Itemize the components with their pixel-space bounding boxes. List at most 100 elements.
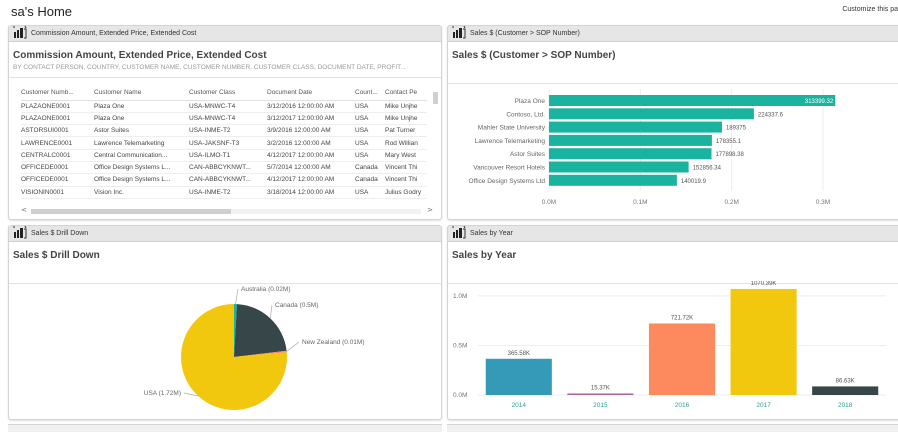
- vertical-scrollbar[interactable]: [433, 92, 438, 104]
- customer-sales-bar-chart: 0.0M 0.1M 0.2M 0.3M Plaza One 313399.32 Contos…: [469, 89, 836, 206]
- scroll-left-icon[interactable]: <: [21, 206, 27, 214]
- column-header[interactable]: Contact Pe: [385, 86, 427, 101]
- table-row[interactable]: PLAZAONE0001 Plaza One USA-MNWC-T4 3/12/201…: [21, 100, 427, 113]
- pie-slice: [234, 304, 287, 357]
- tile-header-label: Sales $ (Customer > SOP Number): [470, 30, 580, 37]
- divider: [448, 83, 898, 84]
- table-row[interactable]: ASTORSUI0001 Astor Suites USA-INME-T2 3/9/2…: [21, 124, 427, 138]
- table-cell: Canada: [355, 173, 385, 187]
- x-tick-label: 2014: [512, 402, 527, 409]
- tile-sales-year-header[interactable]: Sales by Year: [448, 226, 898, 242]
- table-cell: USA: [355, 100, 385, 113]
- tile-title: Sales $ Drill Down: [13, 250, 100, 261]
- table-cell: USA-INME-T2: [189, 124, 267, 138]
- column-header[interactable]: Customer Class: [189, 86, 267, 101]
- tile-title: Sales $ (Customer > SOP Number): [452, 50, 616, 61]
- pie-label: New Zealand (0.01M): [302, 339, 365, 346]
- x-tick-label: 0.1M: [633, 199, 647, 206]
- table-cell: Rod Willian: [385, 136, 427, 150]
- table-cell: 3/9/2016 12:00:00 AM: [267, 124, 355, 138]
- table-row[interactable]: LAWRENCE0001 Lawrence Telemarketing USA-JA…: [21, 136, 427, 150]
- table-row[interactable]: CENTRALC0001 Central Communication... USA-…: [21, 149, 427, 162]
- scroll-thumb[interactable]: [31, 209, 231, 214]
- table-cell: CAN-ABBCYKNWT...: [189, 173, 267, 187]
- column-header[interactable]: Document Date: [267, 86, 355, 101]
- tile-sales-customer-header[interactable]: Sales $ (Customer > SOP Number): [448, 26, 898, 42]
- x-tick-label: 2017: [756, 402, 771, 409]
- tile-drilldown-header[interactable]: Sales $ Drill Down: [9, 226, 441, 242]
- y-tick-label: 0.5M: [453, 342, 467, 349]
- table-cell: USA-MNWC-T4: [189, 100, 267, 113]
- tile-partial-bottom-right: [447, 424, 898, 432]
- table-cell: Central Communication...: [94, 149, 189, 162]
- bar: [549, 161, 689, 173]
- table-cell: USA: [355, 124, 385, 138]
- table-cell: LAWRENCE0001: [21, 136, 94, 150]
- divider: [9, 283, 441, 284]
- table-cell: Plaza One: [94, 112, 189, 126]
- tile-commission-header[interactable]: Commission Amount, Extended Price, Exten…: [9, 26, 441, 42]
- pie-leader-line: [235, 288, 239, 305]
- table-cell: 5/7/2014 12:00:00 AM: [267, 161, 355, 175]
- pie-slice: [180, 304, 287, 410]
- table-cell: PLAZAONE0001: [21, 112, 94, 126]
- table-row[interactable]: OFFICEDE0001 Office Design Systems L... CA…: [21, 173, 427, 187]
- bar: [549, 95, 836, 106]
- table-cell: 3/2/2016 12:00:00 AM: [267, 136, 355, 150]
- column-header[interactable]: Customer Numb...: [21, 86, 94, 101]
- horizontal-scrollbar[interactable]: < >: [21, 206, 433, 215]
- tile-title: Commission Amount, Extended Price, Exten…: [13, 50, 267, 61]
- bar-value-label: 313399.32: [805, 99, 834, 105]
- table-cell: Vincent Thi: [385, 161, 427, 175]
- bar-value-label: 721.72K: [671, 315, 693, 321]
- bar-category-label: Contoso, Ltd.: [506, 111, 545, 118]
- scroll-right-icon[interactable]: >: [427, 206, 433, 214]
- bar: [485, 358, 552, 395]
- table-row[interactable]: PLAZAONE0001 Plaza One USA-MNWC-T4 3/12/201…: [21, 112, 427, 126]
- report-icon: [13, 26, 27, 39]
- table-cell: ASTORSUI0001: [21, 124, 94, 138]
- customize-page-link[interactable]: Customize this pa: [842, 6, 898, 13]
- table-cell: CAN-ABBCYKNWT...: [189, 161, 267, 175]
- table-cell: Mike Unjhe: [385, 112, 427, 126]
- bar-value-label: 177898.38: [715, 152, 744, 158]
- table-cell: OFFICEDE0001: [21, 161, 94, 175]
- x-tick-label: 0.3M: [816, 199, 830, 206]
- table-cell: 3/12/2016 12:00:00 AM: [267, 100, 355, 113]
- column-header[interactable]: Count...: [355, 86, 385, 101]
- drilldown-pie-chart: Australia (0.02M) Canada (0.5M) New Zealan…: [144, 286, 365, 410]
- table-cell: CENTRALC0001: [21, 149, 94, 162]
- tile-sales-year: Sales by Year Sales by Year 0.0M 0.5M 1.0M…: [447, 225, 898, 420]
- bar: [549, 174, 677, 186]
- table-cell: USA: [355, 136, 385, 150]
- bar: [648, 323, 716, 395]
- divider: [448, 283, 898, 284]
- table-cell: Pat Turner: [385, 124, 427, 138]
- y-tick-label: 1.0M: [453, 293, 467, 300]
- table-row[interactable]: VISIONIN0001 Vision Inc. USA-INME-T2 3/18/2…: [21, 186, 427, 199]
- bar-value-label: 140019.9: [681, 179, 707, 185]
- table-cell: USA: [355, 186, 385, 199]
- bar-value-label: 1070.39K: [751, 281, 777, 287]
- bar-value-label: 189375: [726, 126, 747, 132]
- page-title: sa's Home: [11, 4, 73, 19]
- table-cell: PLAZAONE0001: [21, 100, 94, 113]
- bar-category-label: Vancouver Resort Hotels: [473, 165, 546, 172]
- data-grid: Customer Numb... Customer Name Customer …: [21, 86, 427, 199]
- pie-leader-line: [183, 392, 199, 397]
- bar: [567, 393, 634, 395]
- report-icon: [452, 26, 466, 39]
- pie-label: Canada (0.5M): [275, 302, 318, 309]
- bar-category-label: Plaza One: [515, 98, 546, 105]
- table-row[interactable]: OFFICEDE0001 Office Design Systems L... CA…: [21, 161, 427, 175]
- grid-header-row: Customer Numb... Customer Name Customer …: [21, 86, 427, 101]
- bar: [549, 134, 712, 146]
- table-cell: Canada: [355, 161, 385, 175]
- table-cell: 3/12/2017 12:00:00 AM: [267, 112, 355, 126]
- pie-leader-line: [269, 304, 273, 319]
- x-tick-label: 2016: [675, 402, 690, 409]
- column-header[interactable]: Customer Name: [94, 86, 189, 101]
- tile-drilldown: Sales $ Drill Down Sales $ Drill Down Au…: [8, 225, 442, 420]
- table-cell: VISIONIN0001: [21, 186, 94, 199]
- bar: [730, 288, 797, 395]
